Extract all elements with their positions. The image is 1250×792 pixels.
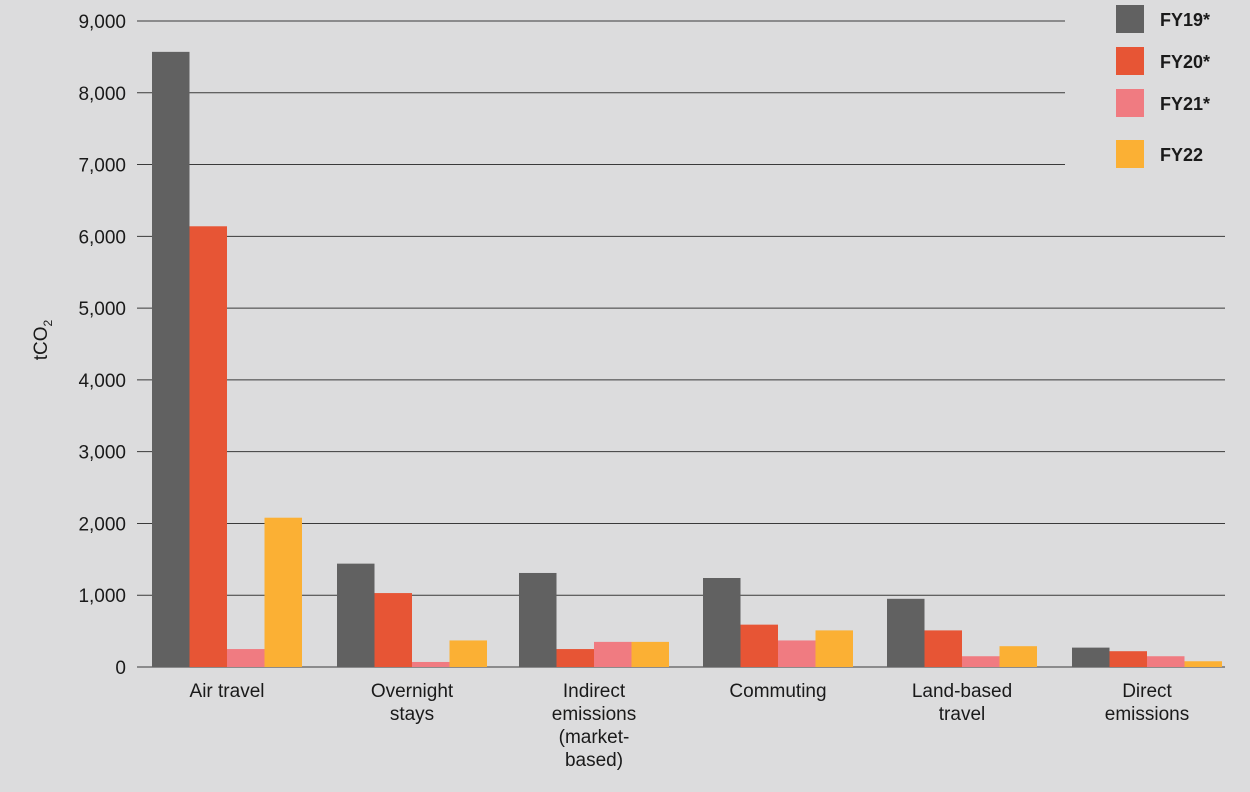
y-tick-label: 4,000 bbox=[78, 371, 126, 392]
y-axis-ticks: 0 1,000 2,000 3,000 4,000 5,000 6,000 7,000 8,00… bbox=[78, 12, 126, 679]
x-category-label: Commuting bbox=[729, 681, 826, 702]
y-tick-label: 7,000 bbox=[78, 156, 126, 177]
bar-fy21-0 bbox=[227, 649, 265, 667]
legend-swatch bbox=[1116, 5, 1144, 33]
x-category-label: Air travel bbox=[190, 681, 265, 702]
bar-fy21-5 bbox=[1147, 656, 1185, 667]
bar-fy19-4 bbox=[887, 598, 925, 667]
bar-fy22-5 bbox=[1184, 661, 1222, 667]
x-category-label: Direct emissions bbox=[1105, 681, 1189, 725]
bar-fy20-5 bbox=[1109, 651, 1147, 667]
y-axis-label: tCO2 bbox=[31, 319, 55, 360]
y-tick-label: 3,000 bbox=[78, 443, 126, 464]
x-axis-labels: Air travel Overnight stays Indirect emission… bbox=[190, 681, 1190, 771]
y-tick-label: 0 bbox=[115, 658, 126, 679]
bar-fy19-2 bbox=[519, 572, 557, 667]
legend-swatch bbox=[1116, 140, 1144, 168]
bar-fy22-1 bbox=[449, 640, 487, 667]
legend: FY19* FY20* FY21* FY22 bbox=[1116, 5, 1210, 168]
legend-label: FY19* bbox=[1160, 10, 1210, 30]
legend-label: FY22 bbox=[1160, 145, 1203, 165]
legend-swatch bbox=[1116, 89, 1144, 117]
y-tick-label: 9,000 bbox=[78, 12, 126, 33]
y-tick-label: 1,000 bbox=[78, 586, 126, 607]
x-category-label: Indirect emissions (market-based) bbox=[552, 681, 636, 771]
bar-fy22-3 bbox=[815, 630, 853, 667]
bar-fy19-3 bbox=[703, 577, 741, 667]
bar-fy22-0 bbox=[264, 517, 302, 667]
bar-fy22-4 bbox=[999, 646, 1037, 667]
bar-fy19-1 bbox=[337, 563, 375, 667]
bar-fy21-1 bbox=[412, 661, 450, 667]
bar-fy20-0 bbox=[189, 226, 227, 668]
y-tick-label: 6,000 bbox=[78, 227, 126, 248]
x-category-label: Land-based travel bbox=[912, 681, 1012, 725]
bar-fy19-5 bbox=[1072, 647, 1110, 667]
bar-fy19-0 bbox=[152, 51, 190, 668]
legend-label: FY20* bbox=[1160, 52, 1210, 72]
legend-label: FY21* bbox=[1160, 94, 1210, 114]
legend-swatch bbox=[1116, 47, 1144, 75]
bar-fy20-4 bbox=[924, 630, 962, 667]
gridlines bbox=[137, 20, 1225, 668]
y-tick-label: 5,000 bbox=[78, 299, 126, 320]
bars bbox=[152, 51, 1222, 668]
bar-fy21-2 bbox=[594, 641, 632, 667]
bar-fy20-3 bbox=[740, 624, 778, 667]
y-tick-label: 8,000 bbox=[78, 84, 126, 105]
bar-fy22-2 bbox=[631, 641, 669, 667]
bar-fy21-4 bbox=[962, 656, 1000, 667]
bar-fy20-1 bbox=[374, 593, 412, 667]
y-tick-label: 2,000 bbox=[78, 514, 126, 535]
bar-fy20-2 bbox=[556, 649, 594, 667]
x-category-label: Overnight stays bbox=[371, 681, 454, 725]
bar-fy21-3 bbox=[778, 640, 816, 667]
